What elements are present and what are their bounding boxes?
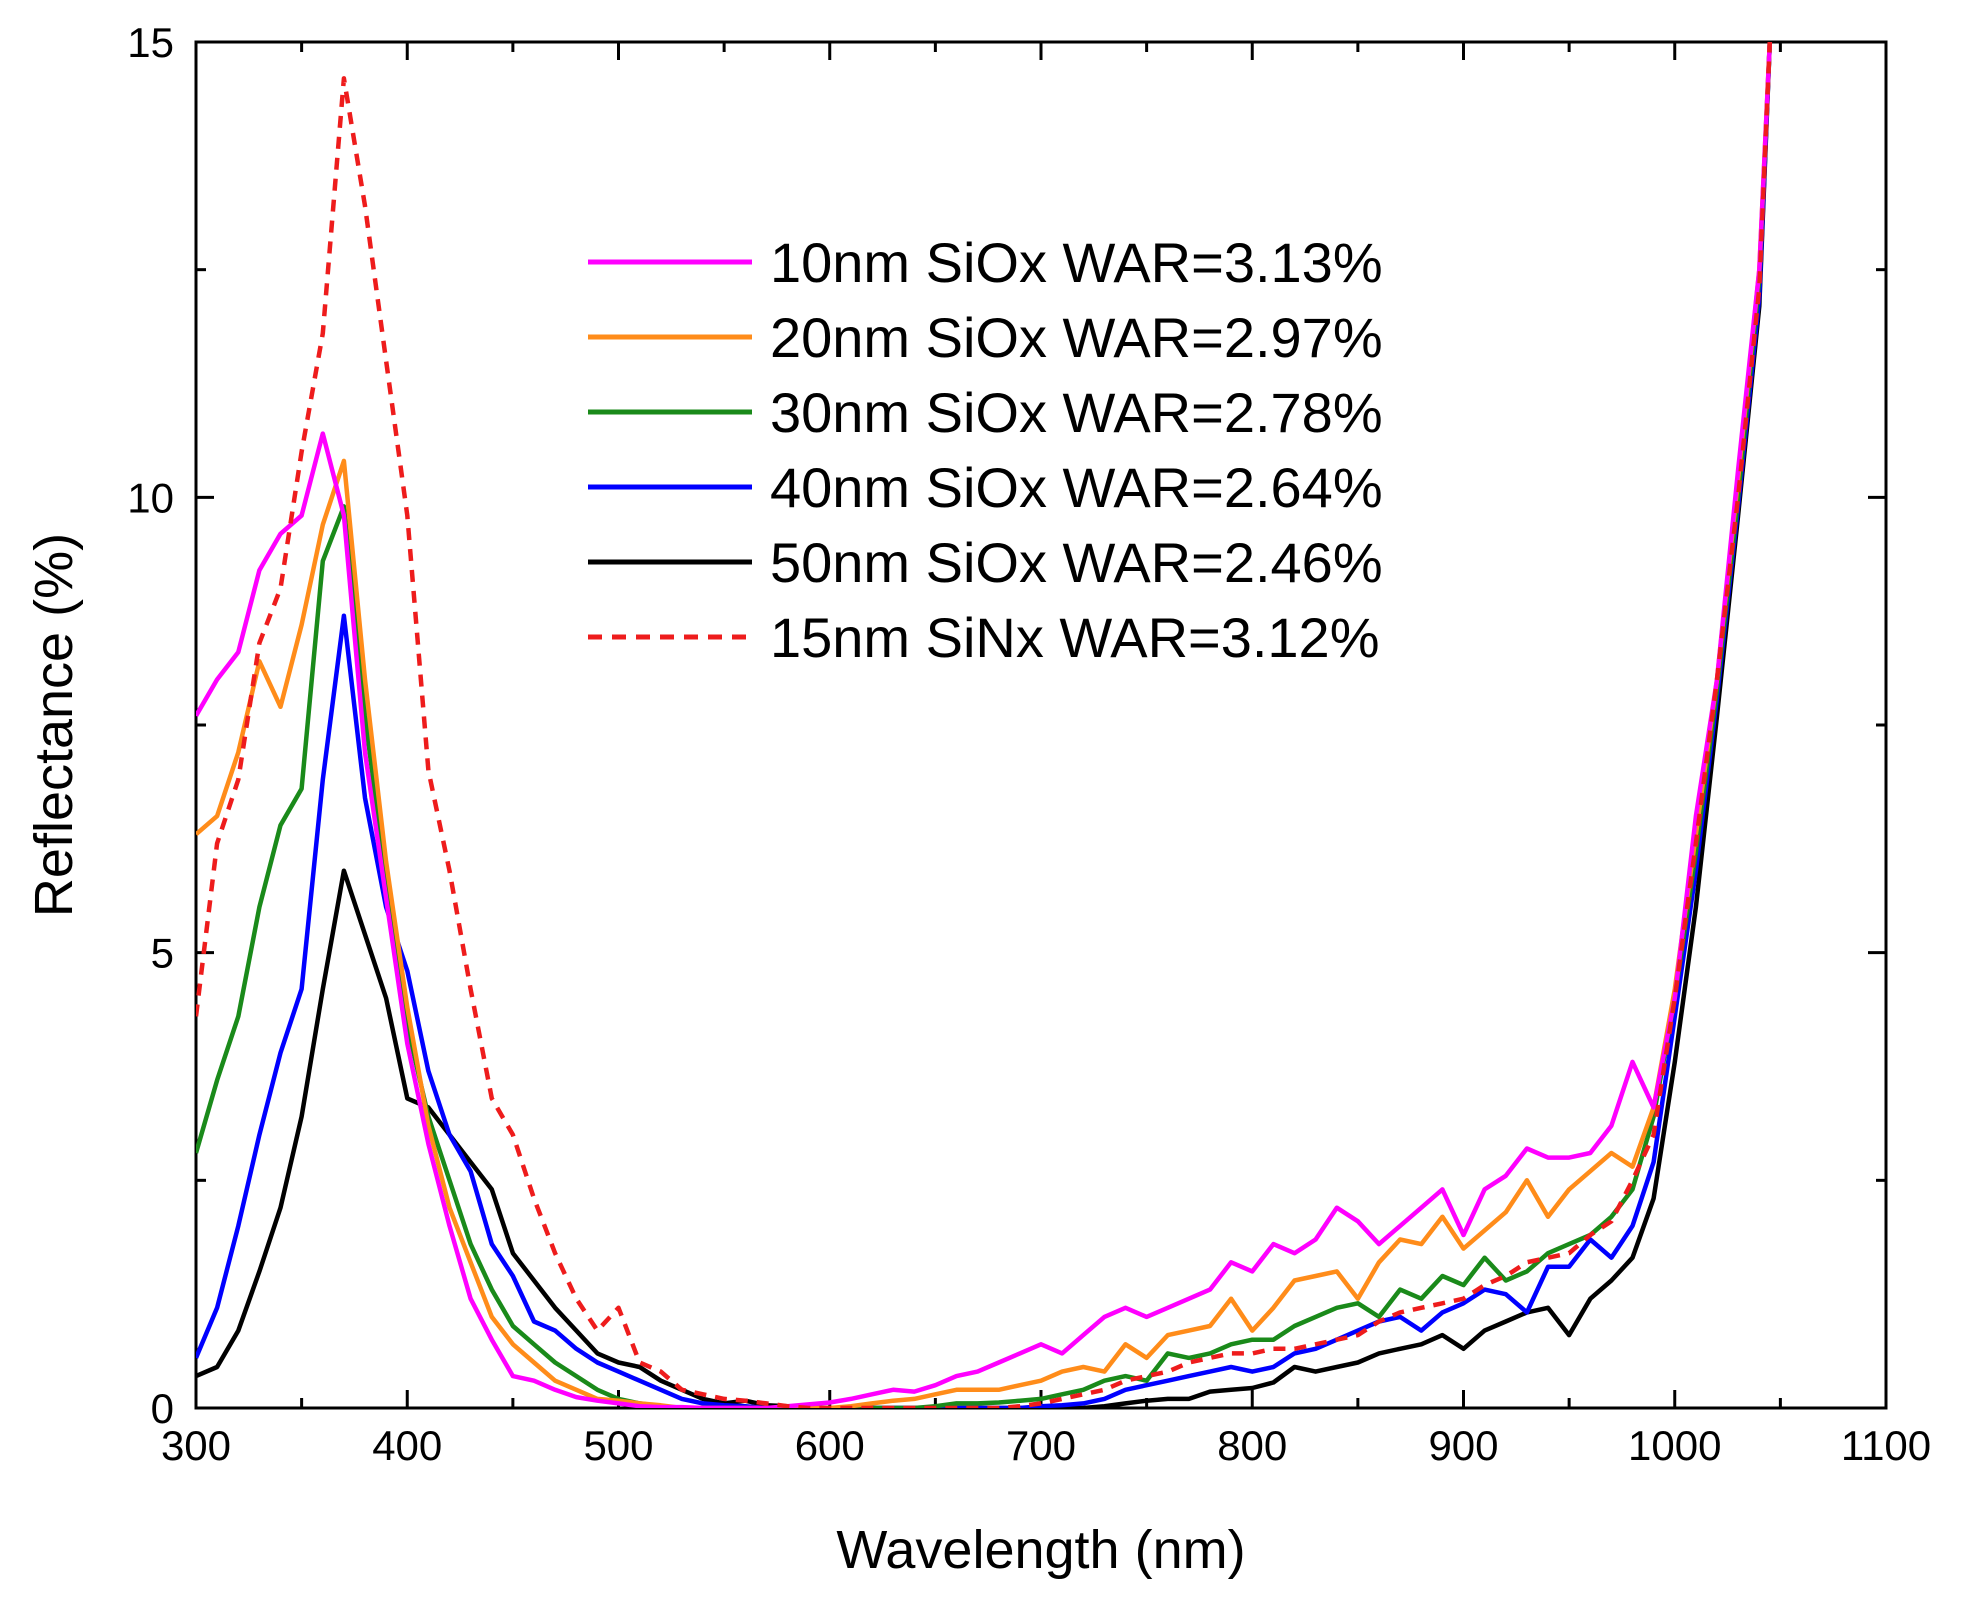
- x-tick-label: 1000: [1628, 1422, 1721, 1469]
- legend-label-1: 10nm SiOx WAR=3.13%: [770, 231, 1383, 294]
- y-axis-title: Reflectance (%): [24, 533, 84, 917]
- legend-label-6: 15nm SiNx WAR=3.12%: [770, 606, 1380, 669]
- series-layer: [196, 42, 1773, 1408]
- series-line-3: [196, 42, 1773, 1408]
- x-tick-label: 300: [161, 1422, 231, 1469]
- legend-label-3: 30nm SiOx WAR=2.78%: [770, 381, 1383, 444]
- legend: 10nm SiOx WAR=3.13% 20nm SiOx WAR=2.97% 30…: [588, 231, 1383, 669]
- series-line-2: [196, 42, 1773, 1408]
- y-tick-label: 5: [151, 930, 174, 977]
- x-tick-label: 400: [372, 1422, 442, 1469]
- x-tick-label: 600: [795, 1422, 865, 1469]
- y-tick-label: 15: [127, 19, 174, 66]
- series-line-1: [196, 42, 1773, 1408]
- x-tick-label: 1100: [1841, 1422, 1931, 1469]
- series-line-4: [196, 42, 1773, 1408]
- y-tick-label: 0: [151, 1385, 174, 1432]
- legend-label-5: 50nm SiOx WAR=2.46%: [770, 531, 1383, 594]
- x-tick-label: 700: [1006, 1422, 1076, 1469]
- y-tick-label: 10: [127, 474, 174, 521]
- x-tick-label: 900: [1428, 1422, 1498, 1469]
- x-tick-label: 500: [583, 1422, 653, 1469]
- plot-area: [194, 40, 1888, 1410]
- legend-label-2: 20nm SiOx WAR=2.97%: [770, 306, 1383, 369]
- x-axis-title: Wavelength (nm): [836, 1520, 1245, 1580]
- x-tick-labels: 300 400 500 600 700 800 900 1000 1100: [161, 1422, 1931, 1469]
- y-tick-labels: 0 5 10 15: [127, 19, 174, 1432]
- series-line-6: [196, 42, 1773, 1408]
- legend-label-4: 40nm SiOx WAR=2.64%: [770, 456, 1383, 519]
- series-line-5: [196, 42, 1773, 1408]
- x-tick-label: 800: [1217, 1422, 1287, 1469]
